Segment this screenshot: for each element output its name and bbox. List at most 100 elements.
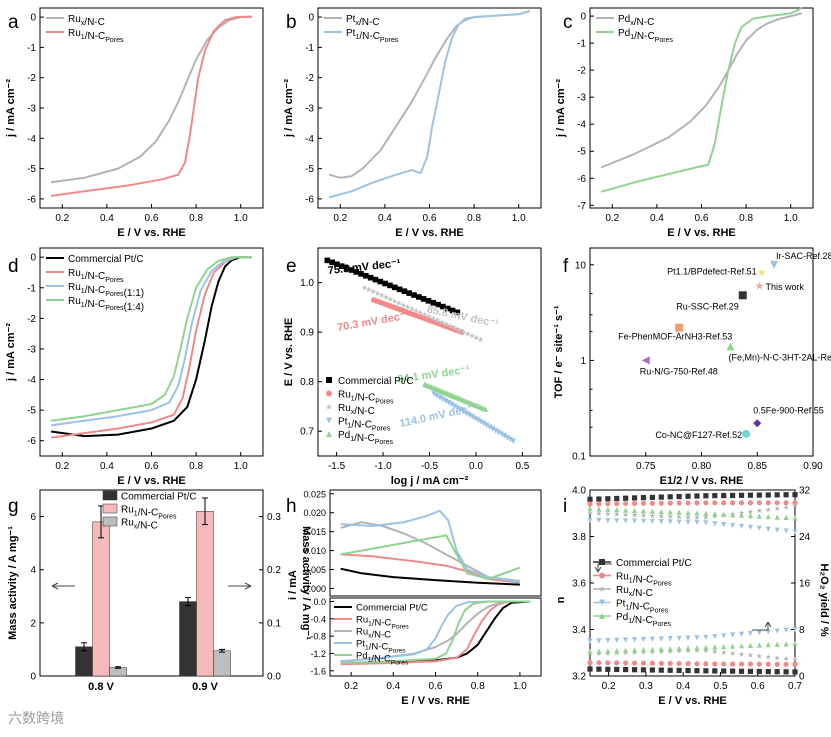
h2o2-point: [765, 661, 771, 667]
n-point: [712, 500, 718, 506]
h2o2-point: [623, 637, 629, 643]
legend-marker: [326, 390, 332, 397]
label-part: /N-C: [634, 17, 655, 28]
tafel-point: [448, 401, 455, 408]
y-tick-label: 4.0: [572, 486, 586, 497]
h2o2-point: [640, 636, 647, 643]
n-point: [730, 522, 736, 529]
n-point: [756, 525, 762, 531]
y-tick-label: -7: [577, 201, 586, 212]
h2o2-point: [694, 668, 700, 674]
n-point: [756, 507, 763, 514]
h2o2-point: [774, 661, 780, 667]
x-tick-label: 0.0: [469, 461, 483, 472]
n-point: [587, 496, 593, 502]
tof-point: [641, 356, 650, 365]
h2o2-point: [792, 626, 798, 633]
h2o2-point: [605, 666, 611, 672]
tafel-point: [396, 286, 403, 293]
n-point: [676, 493, 682, 500]
tafel-point: [483, 422, 490, 429]
label-part: 1: [629, 578, 633, 585]
ring-current-line: [340, 534, 521, 580]
label-part: x: [351, 409, 355, 416]
h2o2-point: [756, 630, 762, 636]
arrow-right-axis: [752, 621, 772, 631]
label-part: /N-C: [138, 508, 159, 519]
n-point: [658, 500, 664, 506]
h2o2-point: [738, 643, 745, 649]
tafel-point: [473, 334, 480, 341]
legend-label: Pt1/N-CPores: [616, 599, 669, 615]
y-tick-label: 0: [580, 12, 586, 23]
y-tick-label: 2: [30, 618, 36, 629]
label-part: Ru: [68, 14, 81, 25]
tof-point: [755, 281, 764, 290]
n-point: [685, 510, 691, 516]
legend-marker: [326, 431, 332, 437]
tafel-point: [382, 280, 388, 287]
label-part: /N-C: [354, 433, 375, 444]
tafel-point: [478, 419, 484, 425]
legend-label: Rux/N-C: [121, 518, 158, 532]
y-axis-label: j / mA cm⁻²: [5, 323, 17, 382]
y-tick-label: -4: [305, 134, 314, 145]
label-part: 1: [81, 34, 85, 41]
tafel-point: [437, 394, 443, 401]
y-tick-label: 0.000: [303, 584, 326, 594]
y-tick-label: 0.015: [303, 527, 326, 537]
legend-swatch: [102, 503, 118, 514]
h2o2-point: [676, 645, 682, 651]
y-tick-label: -0.4: [310, 614, 326, 624]
label-part: 1: [630, 34, 634, 41]
h2o2-point: [676, 667, 682, 674]
x-axis-label: E / V vs. RHE: [401, 695, 469, 707]
tof-point: [757, 268, 767, 277]
n-point: [614, 507, 620, 513]
label-part: Ru: [616, 572, 629, 583]
tof-point-label: Ru-SSC-Ref.29: [676, 301, 739, 311]
n-point: [649, 518, 655, 525]
arrow-right-axis: [228, 582, 252, 590]
n-point: [623, 495, 629, 501]
label-part: /N-C: [137, 521, 158, 532]
tafel-point: [367, 274, 374, 281]
h2o2-point: [605, 660, 611, 666]
n-point: [721, 492, 727, 499]
legend-label: Pd1/N-CPores: [338, 430, 393, 446]
y-tick-label: -2: [27, 73, 36, 84]
n-point: [792, 515, 798, 521]
h2o2-point: [640, 667, 647, 673]
n-point: [783, 504, 789, 510]
label-part: /N-C: [371, 654, 391, 665]
legend-label: Ru1/N-CPores: [121, 505, 177, 521]
n-point: [658, 519, 664, 525]
x-tick-label: 0.2: [602, 681, 616, 692]
legend-label: Pd1/N-CPores: [616, 612, 671, 628]
series-line: [328, 10, 531, 199]
h2o2-point: [658, 667, 664, 673]
n-point: [623, 500, 629, 507]
h2o2-point: [596, 660, 602, 666]
y-tick-label: -4: [27, 375, 36, 386]
panel-letter: e: [286, 256, 297, 277]
n-point: [738, 512, 745, 518]
h2o2-point: [738, 631, 745, 637]
n-point: [587, 510, 593, 516]
n-point: [685, 519, 691, 525]
y-axis-label-left: Mass activity / A mg⁻¹: [7, 526, 19, 640]
n-point: [792, 500, 798, 506]
h2o2-point: [685, 645, 691, 651]
x-tick-label: 0.5: [515, 461, 529, 472]
h2o2-point: [747, 661, 754, 667]
h2o2-point: [703, 668, 709, 674]
label-part: x: [355, 20, 359, 27]
label-part: 1: [81, 302, 85, 309]
y-tick-label-right: 16: [799, 579, 811, 590]
y-tick-label: 1: [580, 356, 586, 367]
y-tick-label: 0: [30, 672, 36, 683]
n-point: [667, 500, 673, 506]
x-tick-label: 0.3: [639, 681, 653, 692]
y-tick-label: -6: [27, 436, 36, 447]
y-tick-label: 0: [308, 13, 314, 24]
